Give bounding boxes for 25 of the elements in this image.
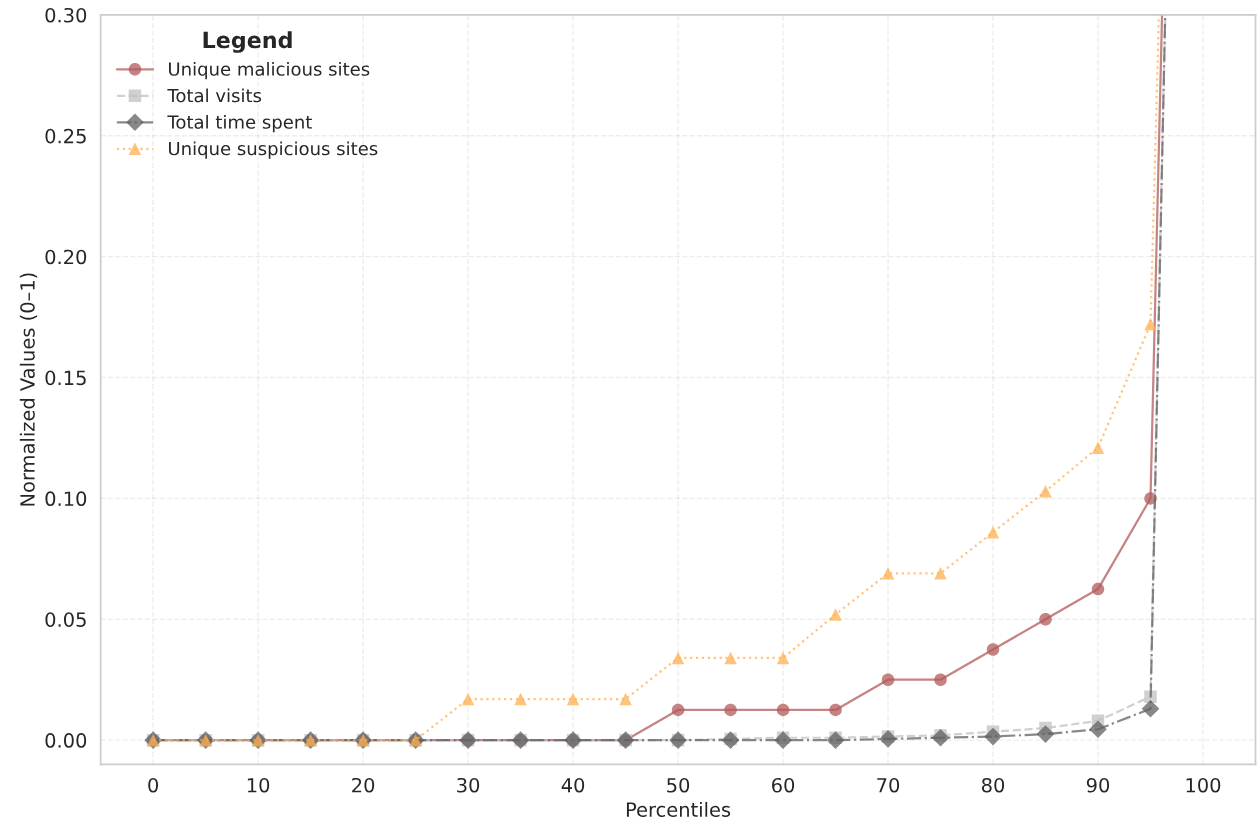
x-axis-title: Percentiles: [626, 801, 731, 817]
legend-label: Unique malicious sites: [169, 61, 370, 80]
x-tick-label: 40: [561, 777, 585, 793]
x-tick-label: 0: [148, 777, 159, 793]
y-tick-label: 0.00: [45, 733, 87, 748]
x-tick-label: 50: [667, 777, 690, 793]
x-tick-label: 90: [1086, 777, 1110, 793]
y-tick-label: 0.10: [45, 491, 87, 507]
y-tick-label: 0.25: [45, 128, 86, 144]
x-tick-label: 70: [877, 777, 900, 793]
y-tick-label: 0.30: [45, 7, 87, 23]
legend-label: Unique suspicious sites: [169, 141, 378, 159]
x-tick-label: 80: [981, 777, 1005, 793]
x-tick-label: 60: [772, 777, 795, 793]
y-tick-label: 0.20: [45, 249, 87, 265]
y-tick-label: 0.15: [45, 370, 86, 386]
x-tick-label: 10: [247, 777, 270, 793]
x-tick-label: 30: [457, 777, 480, 793]
x-tick-label: 100: [1186, 777, 1221, 793]
legend-title: Legend: [203, 31, 292, 53]
x-tick-label: 20: [352, 777, 375, 793]
legend-label: Total visits: [167, 88, 262, 103]
y-axis-title: Normalized Values (0–1): [19, 273, 38, 506]
legend-label: Total time spent: [167, 114, 312, 133]
y-tick-label: 0.05: [45, 612, 86, 627]
